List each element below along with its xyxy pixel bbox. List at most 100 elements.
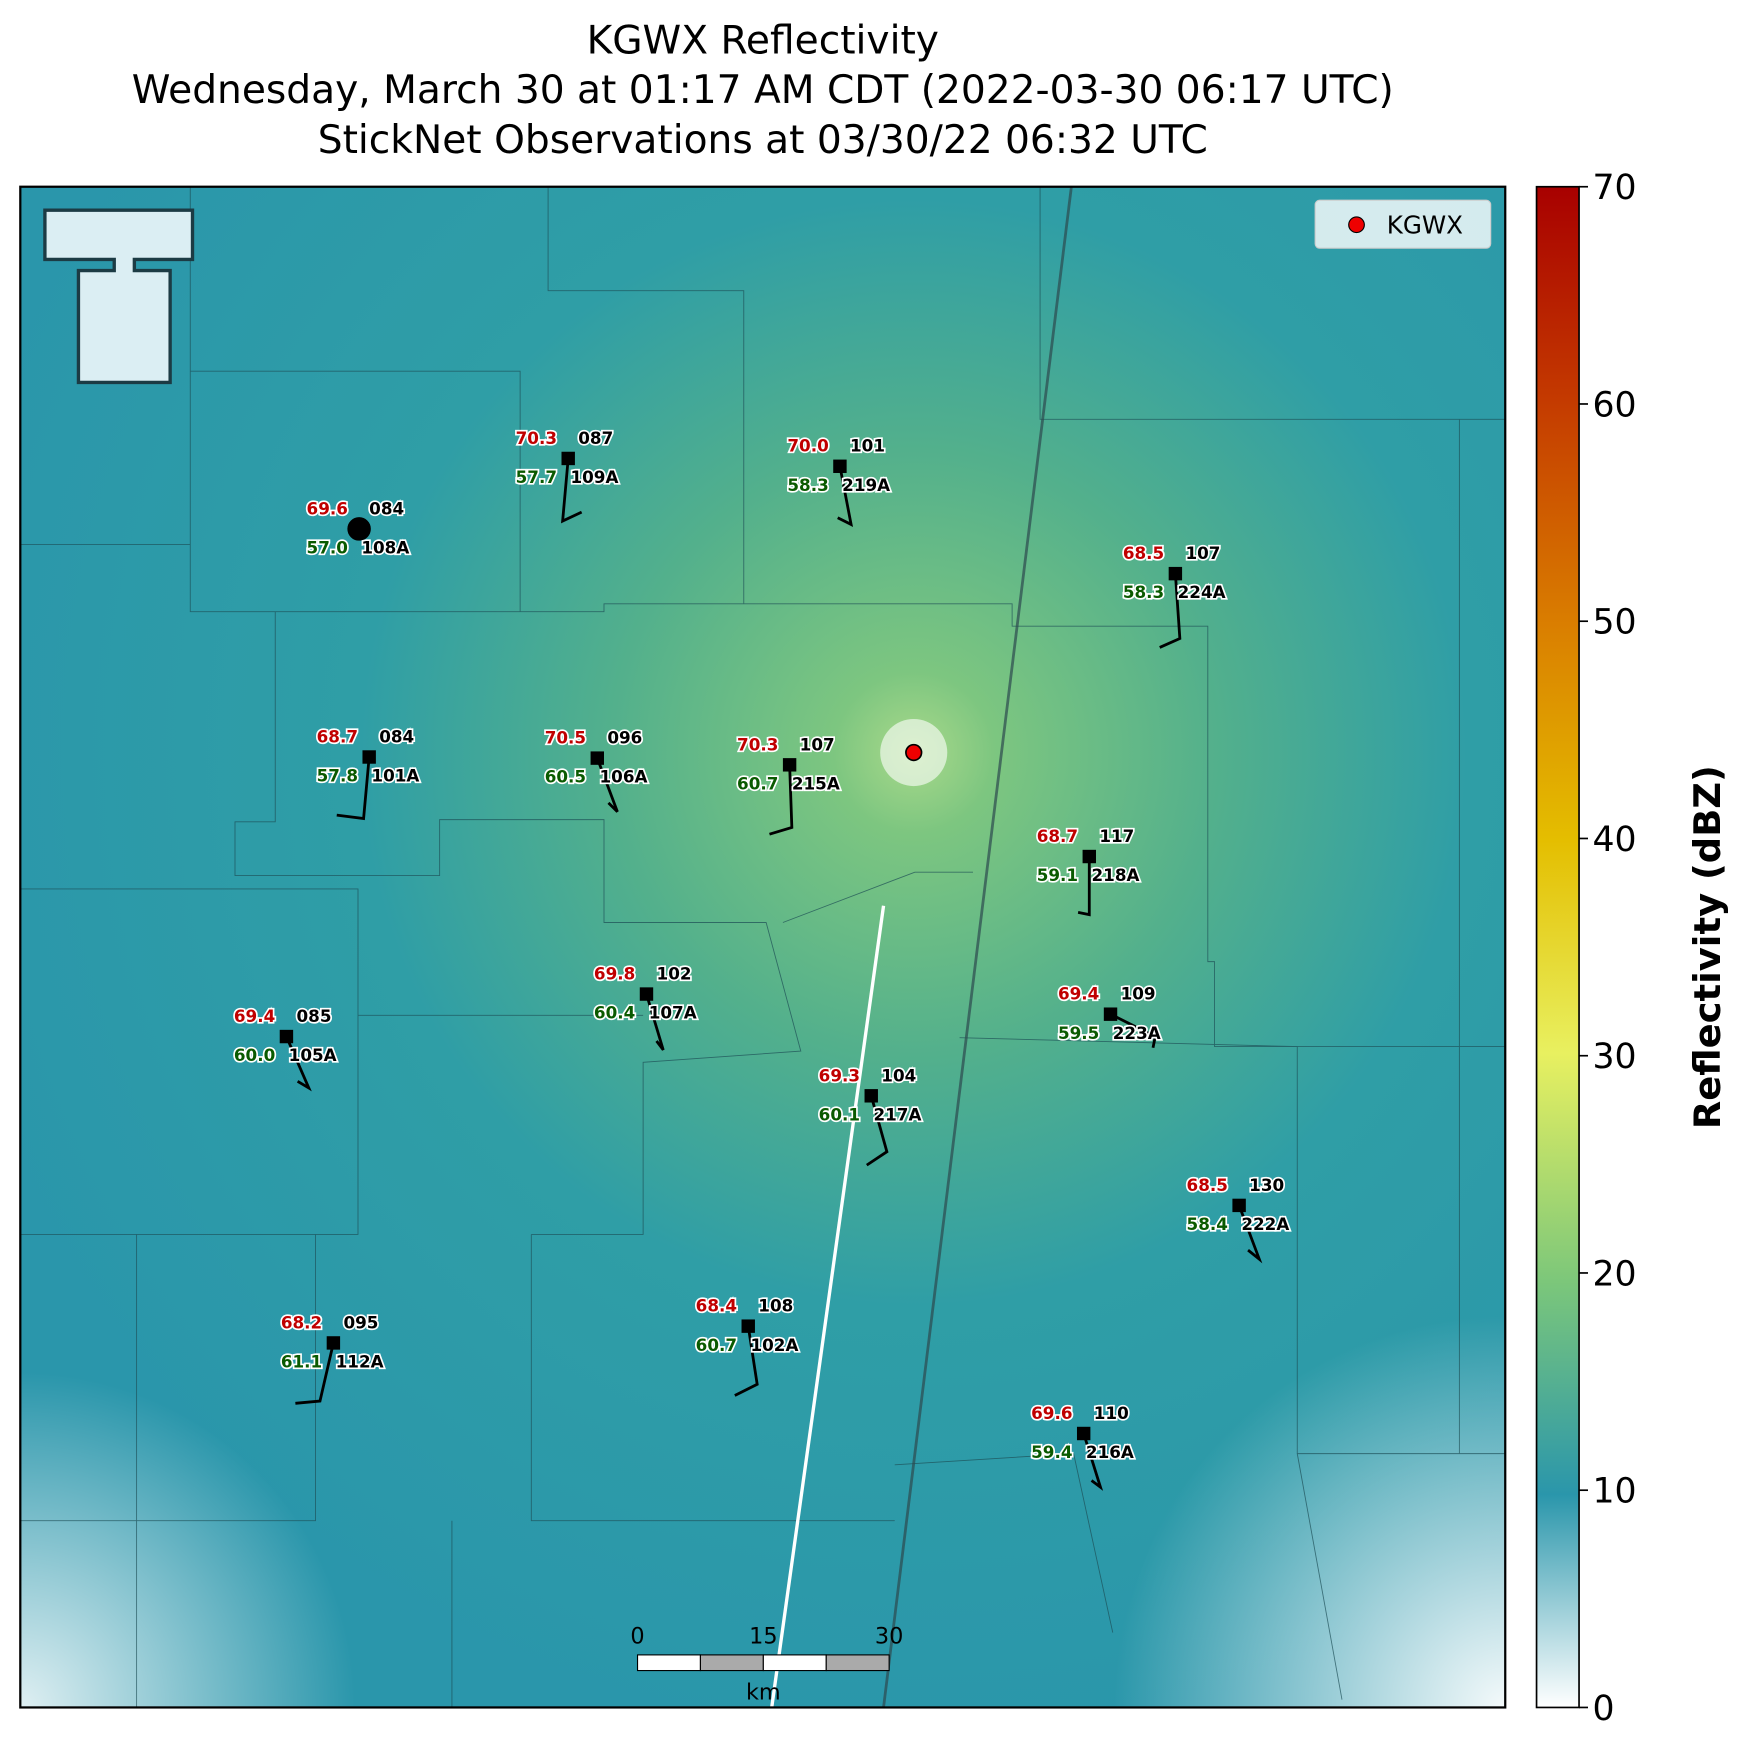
colorbar-tick-label: 0 [1592, 1689, 1614, 1729]
county-lines [20, 186, 1506, 1708]
station-marker [1232, 1198, 1246, 1213]
station-id: 108A [361, 537, 409, 557]
colorbar [1535, 185, 1580, 1709]
station-marker [1076, 1426, 1091, 1441]
wind-barb [769, 764, 794, 836]
dewpoint: 59.5 [1058, 1023, 1099, 1043]
pressure: 084 [379, 726, 414, 746]
station-marker [279, 1029, 294, 1044]
station-id: 106A [600, 767, 648, 787]
station-id: 102A [750, 1335, 798, 1355]
pressure: 101 [850, 436, 885, 456]
colorbar-tick-label: 60 [1592, 385, 1636, 425]
colorbar-tick-label: 10 [1592, 1472, 1636, 1512]
station-id: 107A [649, 1003, 697, 1023]
station-id: 215A [792, 773, 840, 793]
scale-label: 30 [875, 1624, 903, 1650]
temperature: 70.5 [545, 728, 586, 748]
dewpoint: 57.8 [317, 766, 358, 786]
subtitle: StickNet Observations at 03/30/22 06:32 … [318, 118, 1208, 163]
wind-barb [285, 1035, 312, 1092]
temperature: 69.6 [1031, 1403, 1072, 1423]
dewpoint: 60.1 [819, 1104, 860, 1124]
colorbar-tick-label: 50 [1592, 603, 1636, 643]
colorbar-ticks: 0 10 20 30 40 50 60 70 [1579, 168, 1637, 1729]
temperature: 69.8 [594, 964, 635, 984]
pressure: 110 [1094, 1403, 1129, 1423]
scale-segment [699, 1654, 764, 1672]
wind-barb [865, 1095, 889, 1167]
scale-label: 15 [749, 1624, 777, 1650]
dewpoint: 60.0 [234, 1045, 275, 1065]
station-marker [561, 451, 575, 466]
radar-site [905, 743, 923, 762]
temperature: 70.0 [787, 436, 828, 456]
temperature: 70.3 [737, 734, 778, 754]
station-marker [639, 987, 654, 1001]
scale-segment [636, 1654, 701, 1672]
station-marker [590, 751, 604, 765]
legend-label: KGWX [1387, 211, 1463, 240]
dewpoint: 60.4 [594, 1003, 635, 1023]
pressure: 102 [657, 964, 692, 984]
station-marker [1168, 566, 1183, 581]
temperature: 69.6 [307, 498, 348, 518]
pressure: 104 [881, 1065, 916, 1085]
station-marker [833, 459, 847, 473]
colorbar-tick-label: 70 [1592, 168, 1636, 208]
station-id: 218A [1092, 865, 1140, 885]
station-marker [362, 750, 376, 764]
logo-shape [43, 208, 195, 385]
station-id: 216A [1086, 1442, 1134, 1462]
station-marker [1082, 849, 1096, 864]
colorbar-label: Reflectivity (dBZ) [1686, 765, 1729, 1129]
scale-bar: 0 15 30 km [630, 1624, 903, 1706]
station-marker [347, 517, 371, 541]
temperature: 68.4 [696, 1296, 737, 1316]
dewpoint: 58.3 [1123, 582, 1164, 602]
pressure: 084 [369, 498, 404, 518]
dewpoint: 61.1 [281, 1352, 322, 1372]
pressure: 107 [1185, 543, 1220, 563]
temperature: 70.3 [516, 428, 557, 448]
colorbar-tick-label: 40 [1592, 820, 1636, 860]
wind-barb [1082, 1433, 1104, 1491]
dewpoint: 57.0 [307, 537, 348, 557]
station-id: 223A [1113, 1023, 1161, 1043]
scale-label: 0 [630, 1624, 644, 1650]
station-marker [326, 1336, 341, 1350]
station-marker [1103, 1007, 1118, 1021]
pressure: 087 [578, 428, 613, 448]
dewpoint: 57.7 [516, 467, 557, 487]
dewpoint: 58.4 [1187, 1214, 1228, 1234]
radial-artifact [882, 186, 1073, 1708]
legend-marker [1348, 216, 1365, 234]
wind-barb [837, 466, 854, 527]
wind-barb [645, 993, 665, 1051]
wind-barb [1109, 1012, 1157, 1049]
legend-box [1314, 199, 1492, 249]
wind-barb [734, 1325, 759, 1397]
colorbar-tick-label: 30 [1592, 1037, 1636, 1077]
legend: KGWX [1314, 199, 1492, 249]
temperature: 68.7 [1037, 826, 1078, 846]
dewpoint: 60.7 [737, 773, 778, 793]
pressure: 107 [800, 734, 835, 754]
map-area [20, 186, 1506, 1708]
pressure: 130 [1249, 1175, 1284, 1195]
temperature: 68.2 [281, 1312, 322, 1332]
map-frame [19, 185, 1507, 1709]
pressure: 109 [1121, 984, 1156, 1004]
dewpoint: 59.4 [1031, 1442, 1072, 1462]
colorbar-tick-label: 20 [1592, 1254, 1636, 1294]
station-marker [782, 758, 797, 772]
station-id: 101A [371, 766, 419, 786]
temperature: 68.5 [1187, 1175, 1228, 1195]
wind-barb [1237, 1204, 1263, 1264]
dewpoint: 59.1 [1037, 865, 1078, 885]
scale-segment [825, 1654, 890, 1672]
temperature: 69.3 [819, 1065, 860, 1085]
station-id: 222A [1241, 1214, 1289, 1234]
subtitle: Wednesday, March 30 at 01:17 AM CDT (202… [132, 68, 1394, 113]
